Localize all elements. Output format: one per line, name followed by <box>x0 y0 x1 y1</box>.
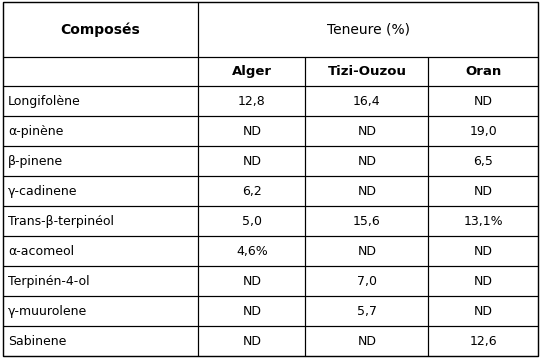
Bar <box>3 146 198 176</box>
Text: 4,6%: 4,6% <box>236 245 268 258</box>
Bar <box>428 116 538 146</box>
Text: ND: ND <box>474 305 493 318</box>
Text: 15,6: 15,6 <box>353 215 381 228</box>
Bar <box>198 206 305 236</box>
Text: Sabinene: Sabinene <box>8 335 67 348</box>
Text: γ-muurolene: γ-muurolene <box>8 305 87 318</box>
Bar <box>305 326 428 356</box>
Bar <box>3 2 198 57</box>
Text: Terpinén-4-ol: Terpinén-4-ol <box>8 275 90 288</box>
Bar <box>305 176 428 206</box>
Text: ND: ND <box>242 155 261 168</box>
Text: 16,4: 16,4 <box>353 95 381 108</box>
Bar <box>428 176 538 206</box>
Bar <box>3 57 198 86</box>
Text: ND: ND <box>242 125 261 138</box>
Text: Composés: Composés <box>61 22 140 37</box>
Text: ND: ND <box>242 275 261 288</box>
Text: Tizi-Ouzou: Tizi-Ouzou <box>327 65 406 78</box>
Text: 6,2: 6,2 <box>242 185 262 198</box>
Bar <box>428 266 538 296</box>
Bar <box>305 116 428 146</box>
Text: ND: ND <box>474 245 493 258</box>
Text: Oran: Oran <box>465 65 502 78</box>
Bar <box>3 296 198 326</box>
Bar <box>198 2 538 57</box>
Bar <box>428 296 538 326</box>
Text: 5,0: 5,0 <box>242 215 262 228</box>
Text: α-pinène: α-pinène <box>8 125 63 138</box>
Text: ND: ND <box>242 335 261 348</box>
Text: ND: ND <box>474 185 493 198</box>
Text: Trans-β-terpinéol: Trans-β-terpinéol <box>8 215 114 228</box>
Bar <box>3 116 198 146</box>
Text: α-acomeol: α-acomeol <box>8 245 74 258</box>
Text: ND: ND <box>242 305 261 318</box>
Bar <box>305 86 428 116</box>
Bar <box>3 86 198 116</box>
Text: Longifolène: Longifolène <box>8 95 81 108</box>
Text: 12,8: 12,8 <box>238 95 266 108</box>
Bar <box>198 146 305 176</box>
Bar <box>3 326 198 356</box>
Text: 6,5: 6,5 <box>473 155 493 168</box>
Text: ND: ND <box>358 185 377 198</box>
Bar <box>428 236 538 266</box>
Bar <box>3 206 198 236</box>
Bar <box>428 206 538 236</box>
Bar <box>305 266 428 296</box>
Text: ND: ND <box>358 245 377 258</box>
Text: ND: ND <box>358 335 377 348</box>
Bar <box>198 296 305 326</box>
Bar <box>198 57 305 86</box>
Bar <box>198 176 305 206</box>
Bar <box>198 86 305 116</box>
Bar <box>198 326 305 356</box>
Text: 19,0: 19,0 <box>470 125 497 138</box>
Text: ND: ND <box>474 95 493 108</box>
Bar <box>428 326 538 356</box>
Bar <box>428 86 538 116</box>
Text: ND: ND <box>358 155 377 168</box>
Bar <box>3 236 198 266</box>
Text: 12,6: 12,6 <box>470 335 497 348</box>
Bar <box>198 236 305 266</box>
Text: ND: ND <box>358 125 377 138</box>
Bar <box>305 296 428 326</box>
Bar <box>198 266 305 296</box>
Text: γ-cadinene: γ-cadinene <box>8 185 77 198</box>
Text: ND: ND <box>474 275 493 288</box>
Text: β-pinene: β-pinene <box>8 155 63 168</box>
Bar <box>305 146 428 176</box>
Bar <box>305 57 428 86</box>
Text: Teneure (%): Teneure (%) <box>327 22 410 36</box>
Bar <box>305 236 428 266</box>
Bar <box>3 266 198 296</box>
Text: 5,7: 5,7 <box>357 305 377 318</box>
Bar <box>305 206 428 236</box>
Bar <box>198 116 305 146</box>
Bar <box>428 57 538 86</box>
Text: 7,0: 7,0 <box>357 275 377 288</box>
Text: Alger: Alger <box>232 65 272 78</box>
Text: 13,1%: 13,1% <box>464 215 503 228</box>
Bar <box>3 176 198 206</box>
Bar <box>428 146 538 176</box>
